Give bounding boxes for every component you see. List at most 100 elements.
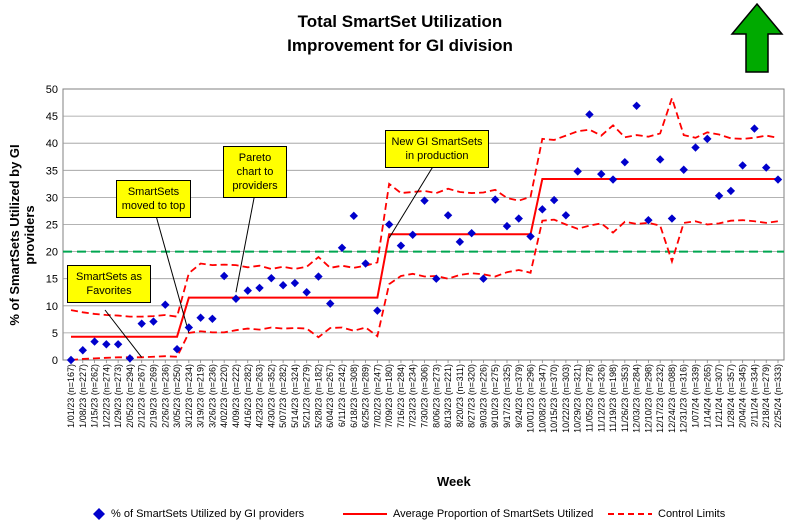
average-step-line [71, 177, 778, 338]
x-tick-label: 12/17/23 (n=232) [655, 364, 665, 433]
data-point [644, 215, 653, 225]
y-tick-label: 40 [46, 138, 58, 150]
x-tick-label: 7/09/23 (n=180) [384, 364, 394, 428]
data-point [278, 281, 288, 290]
data-point [738, 161, 747, 170]
data-point [714, 191, 724, 200]
y-tick-label: 10 [46, 301, 58, 313]
annotation-pareto-line2: chart to [236, 166, 274, 178]
annotation-pointer [388, 159, 438, 239]
legend-limits: Control Limits [608, 508, 725, 520]
x-tick-label: 12/10/23 (n=298) [643, 364, 653, 433]
x-tick-label: 8/20/23 (n=311) [455, 364, 465, 427]
up-arrow-icon [730, 2, 784, 73]
annotation-pareto-line3: providers [232, 180, 278, 192]
data-point [679, 165, 688, 174]
x-tick-label: 5/28/23 (n=182) [313, 364, 323, 428]
annotation-moved-line2: moved to top [121, 200, 186, 212]
x-tick-label: 7/02/23 (n=247) [372, 364, 382, 428]
data-point [102, 340, 111, 349]
data-point [137, 319, 146, 328]
x-tick-label: 3/26/23 (n=236) [207, 364, 217, 428]
data-point [267, 273, 276, 283]
x-tick-label: 9/03/23 (n=226) [478, 364, 488, 428]
y-tick-label: 20 [46, 247, 58, 259]
data-point [443, 211, 453, 220]
data-point [608, 175, 618, 184]
data-point [243, 286, 252, 295]
x-tick-label: 4/30/23 (n=352) [266, 364, 276, 428]
data-point [479, 274, 488, 283]
data-point [455, 237, 465, 247]
x-tick-label: 9/10/23 (n=275) [490, 364, 500, 428]
data-point [432, 274, 441, 283]
data-point [703, 134, 712, 144]
diamond-marker-icon [93, 508, 105, 520]
legend-average: Average Proportion of SmartSets Utilized [343, 508, 593, 520]
legend-limits-label: Control Limits [658, 508, 726, 520]
data-point [231, 294, 241, 303]
annotation-pareto: Pareto chart to providers [223, 146, 287, 198]
data-point [691, 143, 700, 152]
data-point [172, 344, 182, 354]
x-tick-label: 1/22/23 (n=274) [101, 364, 111, 428]
data-point [526, 232, 535, 241]
x-tick-label: 1/15/23 (n=262) [90, 364, 100, 428]
chart-title: Total SmartSet Utilization Improvement f… [230, 10, 570, 58]
x-axis-label: Week [437, 474, 471, 489]
x-tick-label: 11/12/23 (n=326) [596, 364, 606, 432]
x-tick-label: 1/08/23 (n=227) [78, 364, 88, 428]
annotation-new-line1: New GI SmartSets [391, 136, 483, 148]
data-point [161, 300, 170, 309]
x-tick-label: 4/02/23 (n=220) [219, 364, 229, 428]
data-point [420, 196, 429, 205]
x-tick-label: 10/29/23 (n=321) [573, 364, 583, 433]
x-tick-label: 7/16/23 (n=284) [396, 364, 406, 428]
annotation-moved-to-top: SmartSets moved to top [116, 180, 191, 218]
annotation-pareto-line1: Pareto [238, 152, 272, 164]
data-point [750, 124, 759, 133]
x-tick-label: 2/19/23 (n=269) [148, 364, 158, 428]
data-point [491, 195, 500, 204]
x-tick-label: 4/09/23 (n=222) [231, 364, 241, 428]
data-point [384, 220, 394, 229]
x-tick-label: 2/18/24 (n=279) [761, 364, 771, 428]
x-tick-label: 10/01/23 (n=296) [526, 364, 536, 433]
x-tick-label: 6/11/23 (n=242) [337, 364, 347, 427]
x-tick-label: 3/05/23 (n=250) [172, 364, 182, 428]
annotation-favorites-line1: SmartSets as [75, 271, 143, 283]
x-tick-label: 12/31/23 (n=316) [679, 364, 689, 433]
x-tick-label: 10/15/23 (n=370) [549, 364, 559, 433]
x-tick-label: 5/21/23 (n=279) [302, 364, 312, 428]
data-point [149, 317, 158, 326]
y-tick-label: 35 [46, 165, 58, 177]
x-tick-label: 8/13/23 (n=221) [443, 364, 453, 428]
data-point [349, 211, 358, 221]
data-point [314, 272, 323, 281]
x-tick-label: 4/16/23 (n=282) [243, 364, 253, 428]
x-tick-label: 5/07/23 (n=282) [278, 364, 288, 428]
y-tick-label: 25 [46, 220, 58, 232]
data-point [219, 271, 229, 281]
x-tick-label: 8/27/23 (n=320) [467, 364, 477, 428]
x-tick-label: 2/12/23 (n=267) [137, 364, 147, 428]
x-tick-label: 1/29/23 (n=273) [113, 364, 123, 428]
y-tick-label: 50 [46, 84, 58, 96]
data-point [66, 355, 76, 365]
data-point [561, 211, 571, 220]
data-point [773, 175, 783, 184]
data-point [90, 337, 99, 346]
data-point [467, 228, 476, 238]
annotation-moved-line1: SmartSets [127, 186, 180, 198]
data-point [597, 169, 606, 179]
data-point [125, 354, 135, 363]
x-tick-label: 2/05/23 (n=294) [125, 364, 135, 428]
x-tick-label: 1/21/24 (n=307) [714, 364, 724, 428]
solid-line-icon [343, 513, 387, 515]
y-tick-label: 0 [52, 355, 58, 367]
data-point [113, 340, 123, 349]
annotation-new-smartsets: New GI SmartSets in production [385, 130, 489, 168]
x-tick-label: 9/17/23 (n=325) [502, 364, 512, 428]
x-tick-label: 2/25/24 (n=333) [773, 364, 783, 428]
